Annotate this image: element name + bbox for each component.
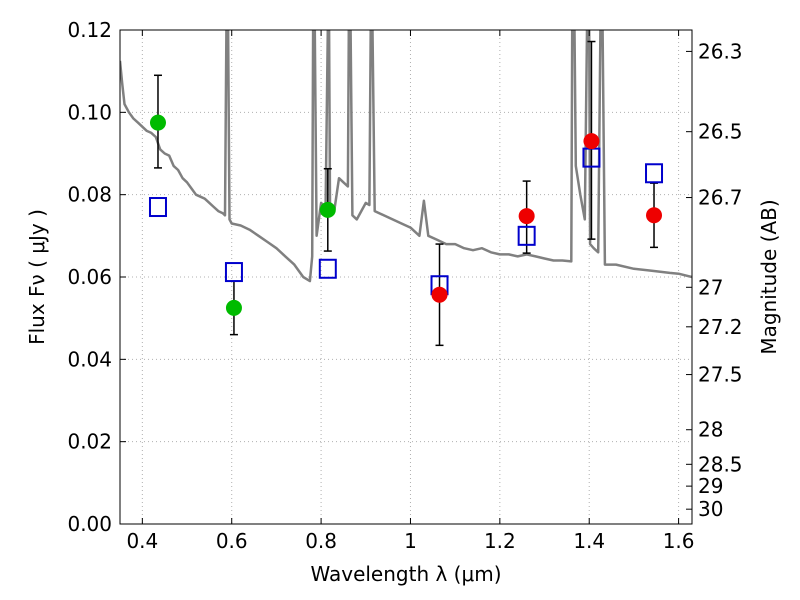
y-axis-label: Flux Fν ( μJy ) bbox=[25, 209, 49, 345]
right-axis-label: Magnitude (AB) bbox=[757, 199, 781, 354]
red-data-point bbox=[518, 208, 535, 225]
y-tick-label: 0.04 bbox=[67, 347, 112, 371]
red-data-point bbox=[646, 207, 663, 224]
x-tick-label: 0.8 bbox=[305, 529, 337, 553]
right-tick-label: 29 bbox=[698, 474, 723, 498]
y-tick-label: 0.12 bbox=[67, 18, 112, 42]
model-square-layer bbox=[148, 147, 664, 296]
green-data-point bbox=[319, 201, 336, 218]
right-tick-label: 26.7 bbox=[698, 186, 743, 210]
green-data-point bbox=[149, 114, 166, 131]
grid-lines bbox=[120, 29, 692, 525]
y-tick-label: 0.02 bbox=[67, 430, 112, 454]
errorbar-layer bbox=[153, 40, 659, 347]
x-tick-label: 0.4 bbox=[126, 529, 158, 553]
model-flux-square bbox=[517, 225, 536, 246]
y-tick-label: 0.06 bbox=[67, 265, 112, 289]
x-tick-label: 1.2 bbox=[484, 529, 516, 553]
sed-layer bbox=[120, 30, 692, 283]
x-axis-label: Wavelength λ (μm) bbox=[310, 562, 501, 586]
x-axis-ticks: 0.4 0.6 0.8 1 1.2 1.4 1.6 bbox=[126, 30, 695, 553]
right-tick-label: 28.5 bbox=[698, 452, 743, 476]
right-tick-label: 26.3 bbox=[698, 39, 743, 63]
right-tick-label: 28 bbox=[698, 418, 723, 442]
right-tick-label: 27.5 bbox=[698, 363, 743, 387]
model-flux-square bbox=[318, 258, 337, 279]
data-point-layer bbox=[149, 114, 663, 316]
model-flux-square bbox=[645, 163, 664, 184]
plot-frame bbox=[119, 29, 693, 525]
right-tick-label: 27.2 bbox=[698, 315, 743, 339]
green-data-point bbox=[225, 299, 242, 316]
y-tick-label: 0.08 bbox=[67, 183, 112, 207]
red-data-point bbox=[431, 286, 448, 303]
model-flux-square bbox=[148, 197, 167, 218]
right-tick-label: 26.5 bbox=[698, 120, 743, 144]
x-tick-label: 1.6 bbox=[663, 529, 695, 553]
x-tick-label: 1.4 bbox=[573, 529, 605, 553]
model-flux-square bbox=[224, 262, 243, 283]
x-tick-label: 0.6 bbox=[216, 529, 248, 553]
y-tick-label: 0.00 bbox=[67, 512, 112, 536]
right-tick-label: 30 bbox=[698, 497, 723, 521]
y-tick-label: 0.10 bbox=[67, 100, 112, 124]
red-data-point bbox=[583, 133, 600, 150]
right-tick-label: 27 bbox=[698, 275, 723, 299]
x-tick-label: 1 bbox=[404, 529, 417, 553]
sed-model-line bbox=[120, 30, 692, 283]
y-axis-ticks: 0.00 0.02 0.04 0.06 0.08 0.10 0.12 bbox=[67, 18, 126, 536]
